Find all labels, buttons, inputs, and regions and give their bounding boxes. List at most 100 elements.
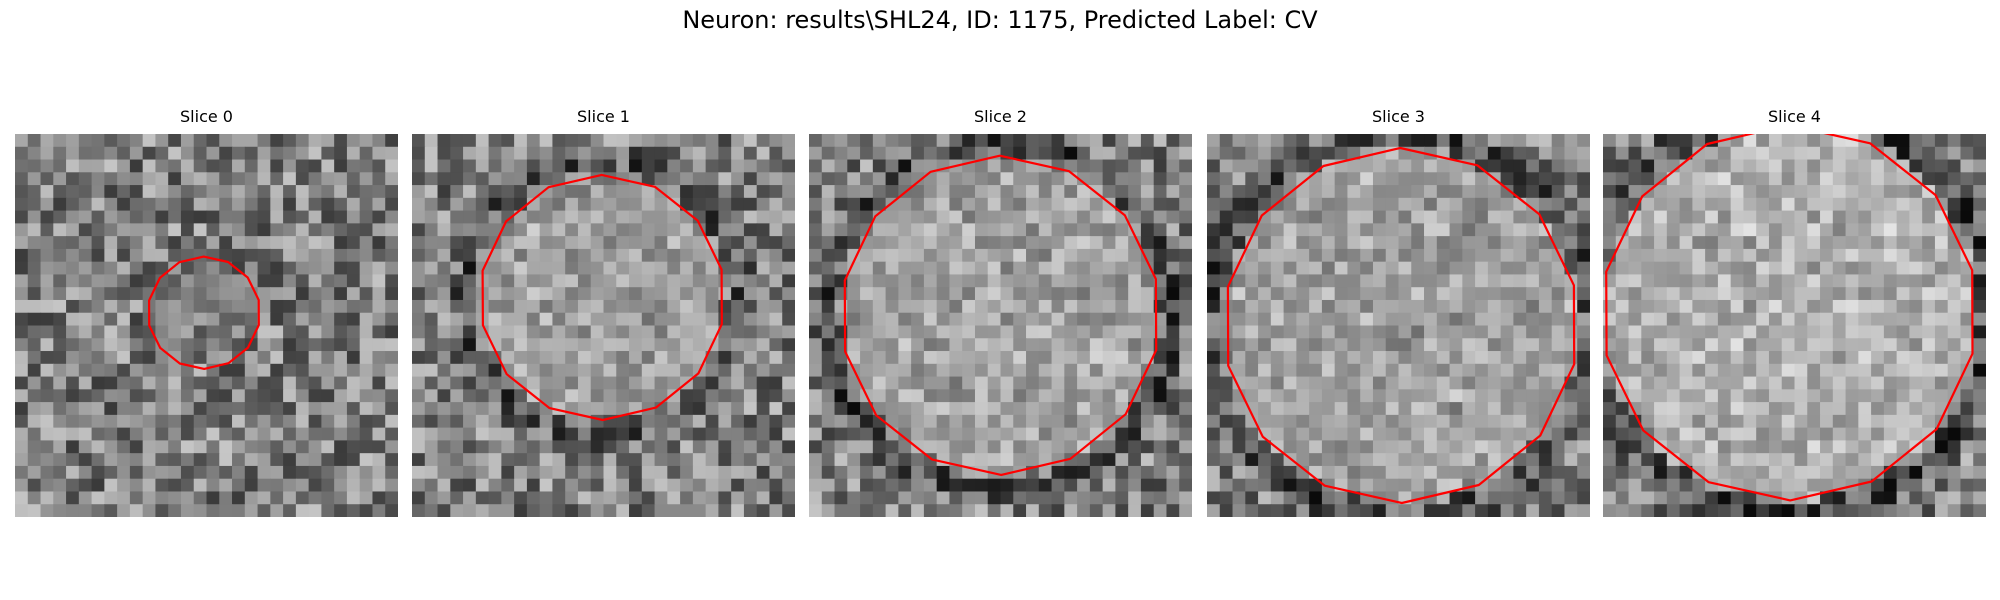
- pixel: [1628, 172, 1642, 186]
- pixel: [1564, 146, 1578, 161]
- pixel: [1321, 134, 1336, 148]
- pixel: [1500, 504, 1514, 517]
- pixel: [769, 210, 783, 224]
- pixel: [1166, 440, 1180, 454]
- pixel: [1077, 491, 1091, 505]
- pixel: [1947, 172, 1962, 186]
- pixel: [860, 504, 874, 517]
- pixel: [1781, 223, 1796, 237]
- pixel: [1807, 478, 1821, 493]
- pixel: [1832, 172, 1847, 186]
- pixel: [117, 453, 131, 467]
- pixel: [949, 210, 963, 224]
- pixel: [860, 402, 874, 416]
- pixel: [1115, 427, 1129, 441]
- pixel: [641, 363, 656, 378]
- pixel: [1705, 376, 1719, 390]
- pixel: [1102, 325, 1116, 339]
- pixel: [385, 248, 398, 263]
- pixel: [1883, 351, 1898, 365]
- pixel: [667, 159, 681, 173]
- pixel: [1487, 427, 1502, 441]
- pixel: [1577, 351, 1590, 365]
- pixel: [412, 274, 426, 288]
- pixel: [1807, 376, 1821, 390]
- pixel: [641, 159, 656, 173]
- pixel: [1538, 389, 1553, 403]
- pixel: [1781, 465, 1796, 480]
- pixel: [949, 223, 963, 237]
- pixel: [847, 504, 861, 517]
- pixel: [821, 274, 836, 288]
- pixel: [692, 402, 707, 416]
- pixel: [1232, 287, 1246, 301]
- pixel: [539, 338, 554, 352]
- pixel: [1283, 236, 1297, 250]
- pixel: [1947, 453, 1962, 467]
- pixel: [654, 363, 668, 378]
- pixel: [283, 274, 297, 288]
- pixel: [206, 465, 220, 480]
- pixel: [1526, 172, 1540, 186]
- slice-panel-3: Slice 3: [1207, 107, 1590, 517]
- pixel: [1207, 351, 1221, 365]
- pixel: [1296, 287, 1310, 301]
- pixel: [1258, 351, 1272, 365]
- pixel: [872, 134, 887, 148]
- pixel: [731, 172, 745, 186]
- pixel: [1309, 210, 1323, 224]
- pixel: [1756, 248, 1770, 263]
- pixel: [1845, 146, 1859, 161]
- pixel: [117, 338, 131, 352]
- pixel: [295, 236, 310, 250]
- pixel: [692, 376, 707, 390]
- pixel: [974, 376, 989, 390]
- pixel: [129, 351, 144, 365]
- pixel: [15, 312, 29, 327]
- pixel: [1807, 146, 1821, 161]
- pixel: [590, 453, 605, 467]
- pixel: [283, 351, 297, 365]
- pixel: [1807, 312, 1821, 327]
- pixel: [78, 210, 93, 224]
- pixel: [1309, 440, 1323, 454]
- pixel: [1283, 146, 1297, 161]
- pixel: [680, 185, 694, 199]
- pixel: [244, 248, 259, 263]
- pixel: [936, 172, 951, 186]
- pixel: [232, 427, 246, 441]
- pixel: [308, 210, 322, 224]
- pixel: [1922, 210, 1936, 224]
- pixel: [1102, 338, 1116, 352]
- pixel: [616, 312, 630, 327]
- pixel: [450, 414, 464, 429]
- pixel: [680, 134, 694, 148]
- pixel: [1973, 376, 1986, 390]
- pixel: [834, 491, 848, 505]
- pixel: [743, 248, 758, 263]
- pixel: [346, 414, 361, 429]
- pixel: [539, 134, 554, 148]
- pixel: [718, 197, 732, 212]
- pixel: [1013, 351, 1027, 365]
- pixel: [1026, 504, 1040, 517]
- pixel: [232, 159, 246, 173]
- pixel: [769, 325, 783, 339]
- pixel: [1909, 312, 1923, 327]
- pixel: [295, 325, 310, 339]
- pixel: [1526, 134, 1540, 148]
- pixel: [539, 465, 554, 480]
- pixel: [308, 248, 322, 263]
- pixel: [1692, 427, 1706, 441]
- pixel: [91, 210, 105, 224]
- pixel: [1153, 248, 1168, 263]
- pixel: [53, 402, 67, 416]
- pixel: [15, 338, 29, 352]
- pixel: [321, 440, 335, 454]
- pixel: [1115, 210, 1129, 224]
- pixel: [1603, 274, 1617, 288]
- pixel: [219, 465, 233, 480]
- pixel: [1064, 197, 1078, 212]
- pixel: [1270, 414, 1285, 429]
- pixel: [15, 185, 29, 199]
